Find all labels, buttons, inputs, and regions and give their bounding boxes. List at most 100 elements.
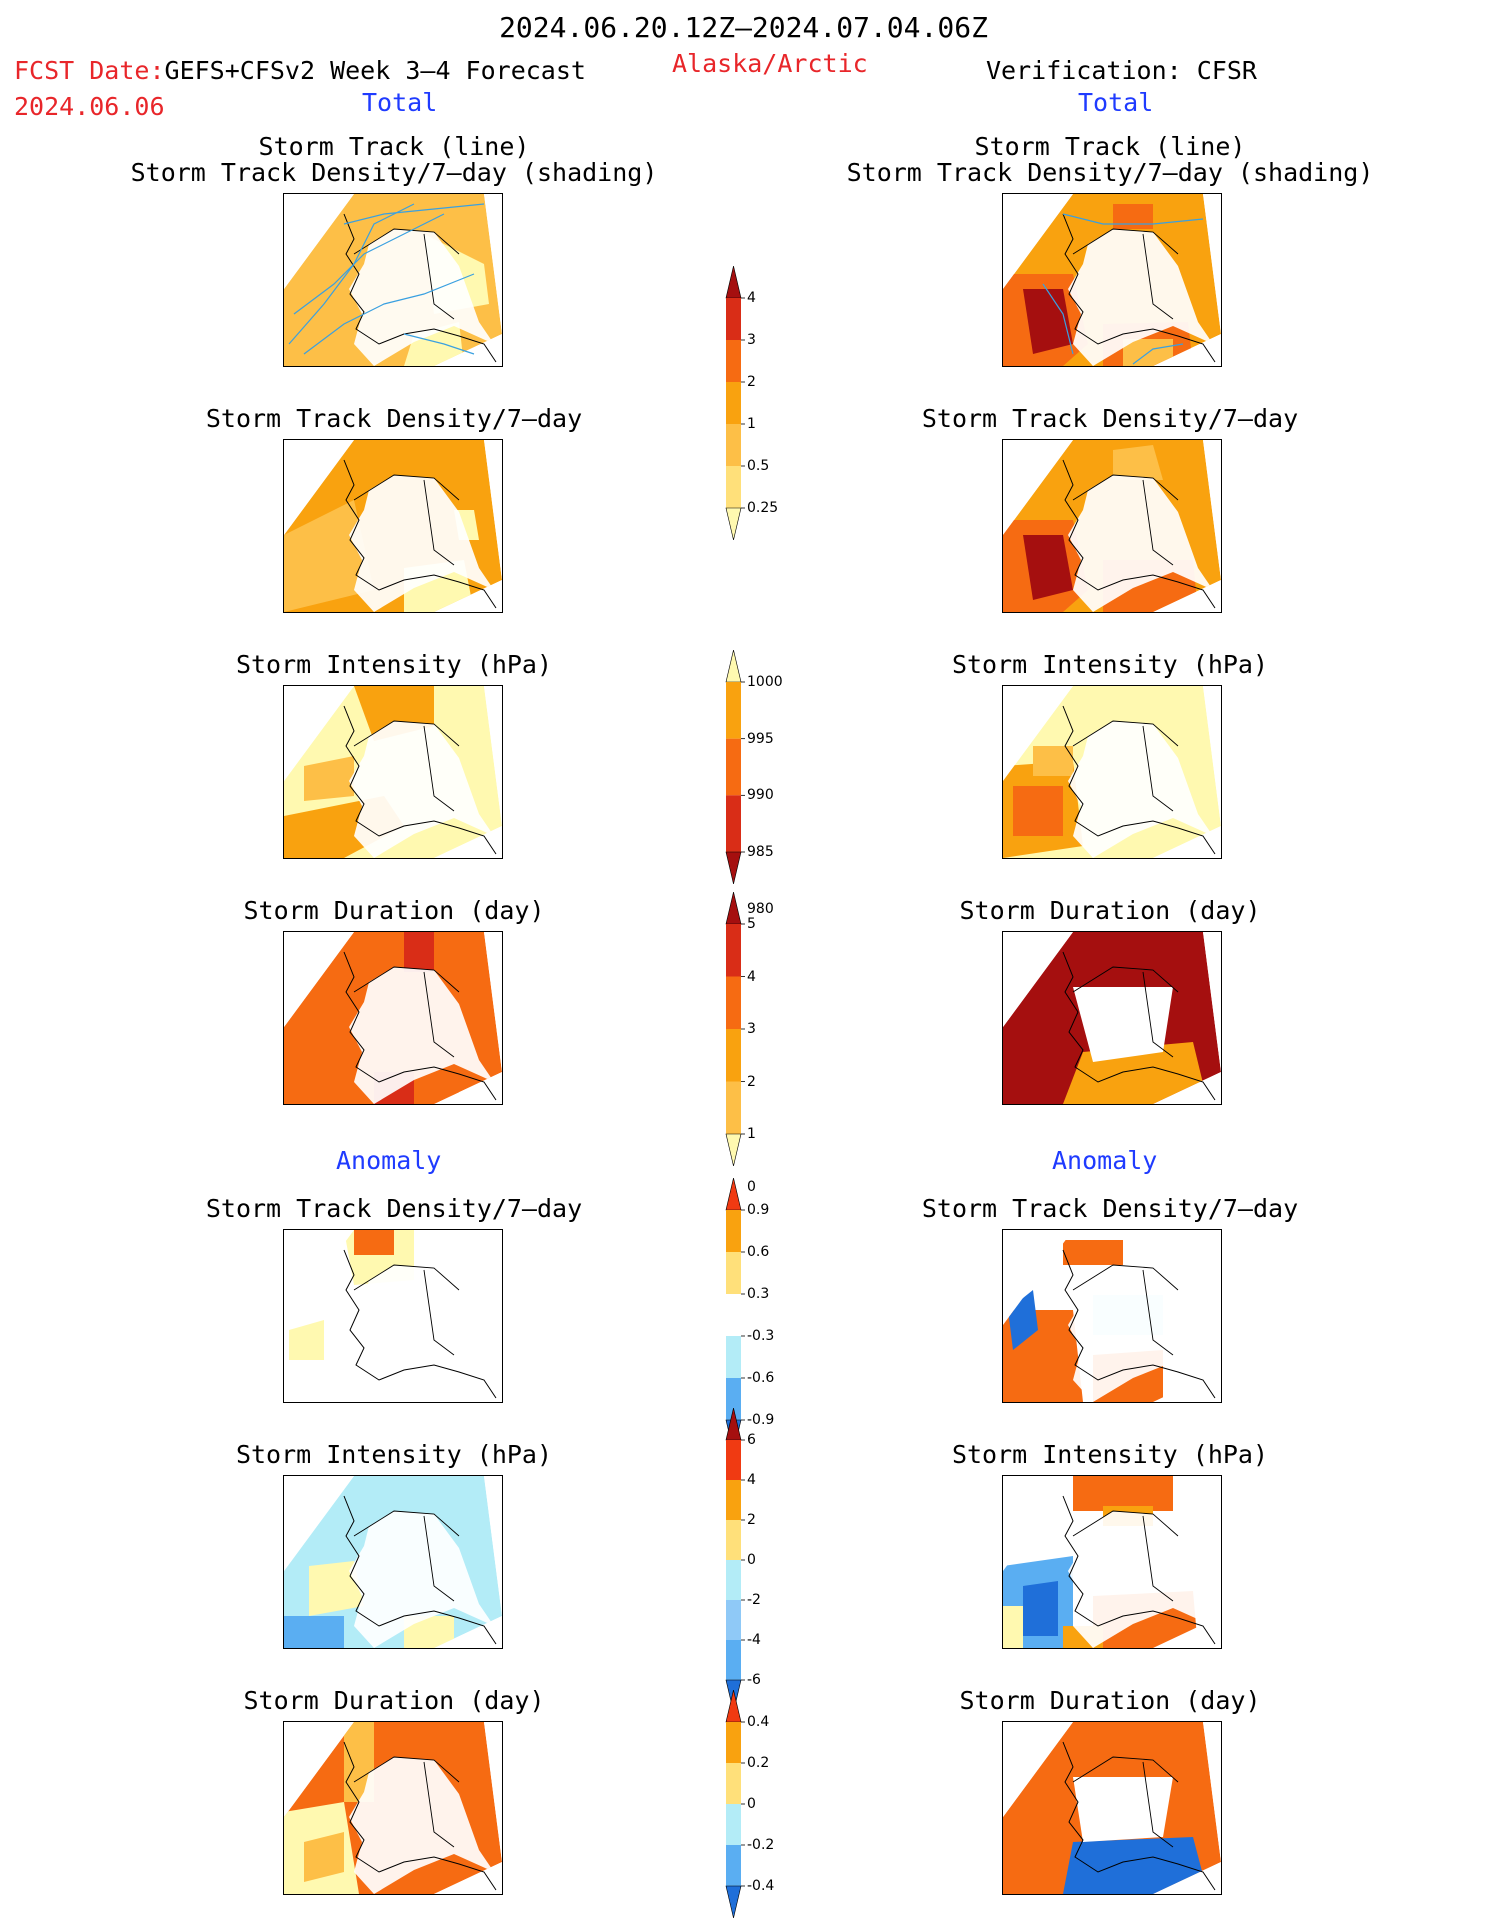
storm-track-line — [1132, 343, 1184, 365]
colorbar-segment — [726, 424, 741, 466]
map-graphic — [1003, 1476, 1221, 1648]
section-total-left: Total — [362, 88, 438, 117]
border-line — [423, 725, 455, 812]
section-anomaly-right: Anomaly — [1052, 1146, 1158, 1175]
coastline — [343, 1495, 497, 1645]
shading-region — [1063, 1837, 1208, 1894]
panel-title-r1-right-line1: Storm Track (line) — [974, 132, 1246, 161]
shading-region — [1073, 1777, 1173, 1842]
coastline — [1062, 951, 1216, 1101]
colorbar-segment — [726, 1081, 741, 1134]
panel-title-r5-right: Storm Track Density/7–day — [921, 1194, 1299, 1223]
land-area — [349, 229, 494, 366]
colorbar-top-arrow — [725, 891, 742, 925]
colorbar-tick-label: 1000 — [747, 674, 783, 690]
colorbar-segment — [726, 1600, 741, 1640]
colorbar-segment — [726, 1336, 741, 1378]
arctic-coastline — [1072, 1510, 1179, 1537]
border-line — [1142, 1761, 1174, 1848]
land-area — [349, 721, 494, 858]
coastline — [343, 213, 497, 363]
map-r2-left — [283, 439, 503, 613]
colorbar-segment — [726, 924, 741, 977]
colorbar-segment — [726, 1029, 741, 1082]
map-r6-right — [1002, 1475, 1222, 1649]
arctic-coastline — [1072, 228, 1179, 255]
land-area — [349, 1757, 494, 1894]
colorbar-segment — [726, 466, 741, 508]
date-range-title: 2024.06.20.12Z–2024.07.04.06Z — [499, 11, 988, 44]
colorbar-tick-label: 0.6 — [747, 1244, 770, 1260]
map-r6-left — [283, 1475, 503, 1649]
colorbar-segment — [726, 1560, 741, 1600]
border-line — [423, 1761, 455, 1848]
forecast-desc: GEFS+CFSv2 Week 3–4 Forecast — [164, 56, 586, 85]
coastline — [1062, 1741, 1216, 1891]
map-graphic — [284, 686, 502, 858]
land-area — [349, 1511, 494, 1648]
map-graphic — [284, 440, 502, 612]
coastline — [1062, 1495, 1216, 1645]
arctic-coastline — [353, 228, 460, 255]
colorbar-intensity-anomaly: 6 4 2 0 -2 -4 -6 — [718, 1407, 818, 1713]
border-line — [1142, 233, 1174, 320]
coastline — [1062, 213, 1216, 363]
land-area — [1068, 229, 1213, 366]
panel-title-r2-left: Storm Track Density/7–day — [205, 404, 583, 433]
map-graphic — [1003, 194, 1221, 366]
land-area — [1068, 475, 1213, 612]
colorbar-tick-label: -2 — [747, 1592, 761, 1608]
border-line — [423, 971, 455, 1058]
map-graphic — [284, 1230, 502, 1402]
storm-track-line — [403, 333, 475, 355]
map-r5-left — [283, 1229, 503, 1403]
colorbar-segment — [726, 1722, 741, 1763]
storm-track-line — [343, 203, 485, 225]
shading-region — [284, 500, 374, 612]
colorbar-tick-label: 2 — [747, 1512, 756, 1528]
map-r1-left — [283, 193, 503, 367]
colorbar-duration: 5 4 3 2 1 0 — [718, 891, 818, 1195]
colorbar-segment — [726, 298, 741, 340]
colorbar-tick-label: 0.5 — [747, 458, 770, 474]
panel-title-r6-right: Storm Intensity (hPa) — [951, 1440, 1269, 1469]
colorbar-top-arrow — [725, 265, 742, 299]
coastline — [343, 1249, 497, 1399]
shading-region — [1023, 535, 1073, 600]
colorbar-tick-label: 3 — [747, 1021, 756, 1037]
colorbar-segment — [726, 1210, 741, 1252]
panel-title-r4-left: Storm Duration (day) — [243, 896, 545, 925]
colorbar-segment — [726, 682, 741, 739]
colorbar-bottom-arrow — [725, 1885, 742, 1919]
colorbar-tick-label: 5 — [747, 916, 756, 932]
colorbar-tick-label: 3 — [747, 332, 756, 348]
colorbar-tick-label: 2 — [747, 1073, 756, 1090]
colorbar-tick-label: -0.6 — [747, 1370, 775, 1386]
storm-track-line — [1042, 283, 1074, 355]
map-r7-left — [283, 1721, 503, 1895]
colorbar-tick-label: 4 — [747, 290, 756, 306]
storm-track-line — [303, 273, 475, 355]
arctic-coastline — [1072, 966, 1179, 993]
border-line — [1142, 1515, 1174, 1602]
coastline — [1062, 705, 1216, 855]
shading-region — [284, 1616, 344, 1648]
land-area — [1068, 1511, 1213, 1648]
map-r3-right — [1002, 685, 1222, 859]
colorbar-segment — [726, 738, 741, 796]
colorbar-tick-label: 990 — [747, 787, 774, 804]
panel-title-r7-right: Storm Duration (day) — [959, 1686, 1261, 1715]
land-area — [349, 967, 494, 1104]
shading-region — [289, 1320, 324, 1360]
colorbar-top-arrow — [725, 649, 742, 683]
colorbar-tick-label: 985 — [747, 844, 774, 860]
colorbar-segment — [726, 1640, 741, 1680]
border-line — [423, 1269, 455, 1356]
colorbar-duration-anomaly: 0.4 0.2 0 -0.2 -0.4 — [718, 1689, 818, 1919]
map-r5-right — [1002, 1229, 1222, 1403]
panel-title-r7-left: Storm Duration (day) — [243, 1686, 545, 1715]
colorbar-tick-label: 0.25 — [747, 500, 779, 516]
colorbar-tick-label: 4 — [747, 968, 756, 985]
colorbar-segment — [726, 1763, 741, 1804]
arctic-coastline — [1072, 1756, 1179, 1783]
